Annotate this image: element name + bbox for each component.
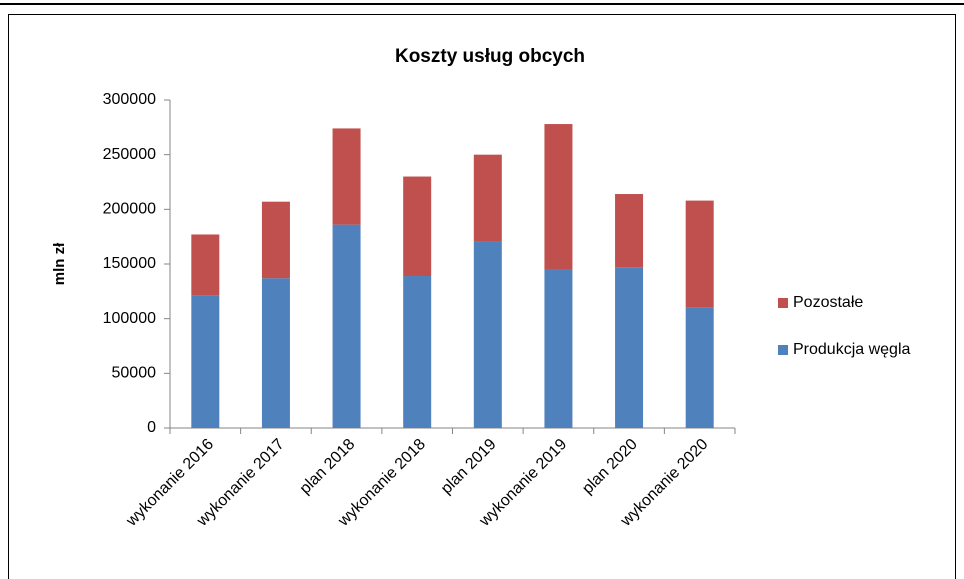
bar — [261, 278, 290, 428]
legend-swatch — [778, 298, 788, 308]
bar — [544, 269, 573, 428]
legend-label: Produkcja węgla — [793, 341, 911, 358]
x-tick-label: plan 2019 — [438, 436, 500, 498]
bar — [615, 267, 644, 428]
bar — [191, 234, 220, 296]
bar — [261, 201, 290, 279]
bar — [332, 128, 361, 225]
chart-frame — [8, 14, 956, 579]
chart-title: Koszty usług obcych — [395, 46, 585, 67]
bar — [615, 194, 644, 268]
bar — [332, 224, 361, 428]
y-tick-label: 0 — [147, 419, 156, 436]
bar — [403, 276, 432, 428]
bar — [191, 295, 220, 428]
bar — [473, 241, 502, 428]
y-tick-label: 250000 — [103, 146, 156, 163]
y-tick-label: 100000 — [103, 310, 156, 327]
y-axis-label: mln zł — [51, 242, 68, 285]
bar — [403, 176, 432, 277]
bar — [544, 124, 573, 270]
x-tick-label: plan 2020 — [579, 436, 641, 498]
legend-swatch — [778, 345, 788, 355]
x-tick-label: plan 2018 — [297, 436, 359, 498]
bar — [685, 307, 714, 428]
legend-label: Pozostałe — [793, 294, 863, 311]
y-tick-label: 150000 — [103, 255, 156, 272]
y-tick-label: 50000 — [112, 365, 157, 382]
y-tick-label: 300000 — [103, 91, 156, 108]
bar — [685, 200, 714, 308]
bar — [473, 154, 502, 242]
y-tick-label: 200000 — [103, 201, 156, 218]
